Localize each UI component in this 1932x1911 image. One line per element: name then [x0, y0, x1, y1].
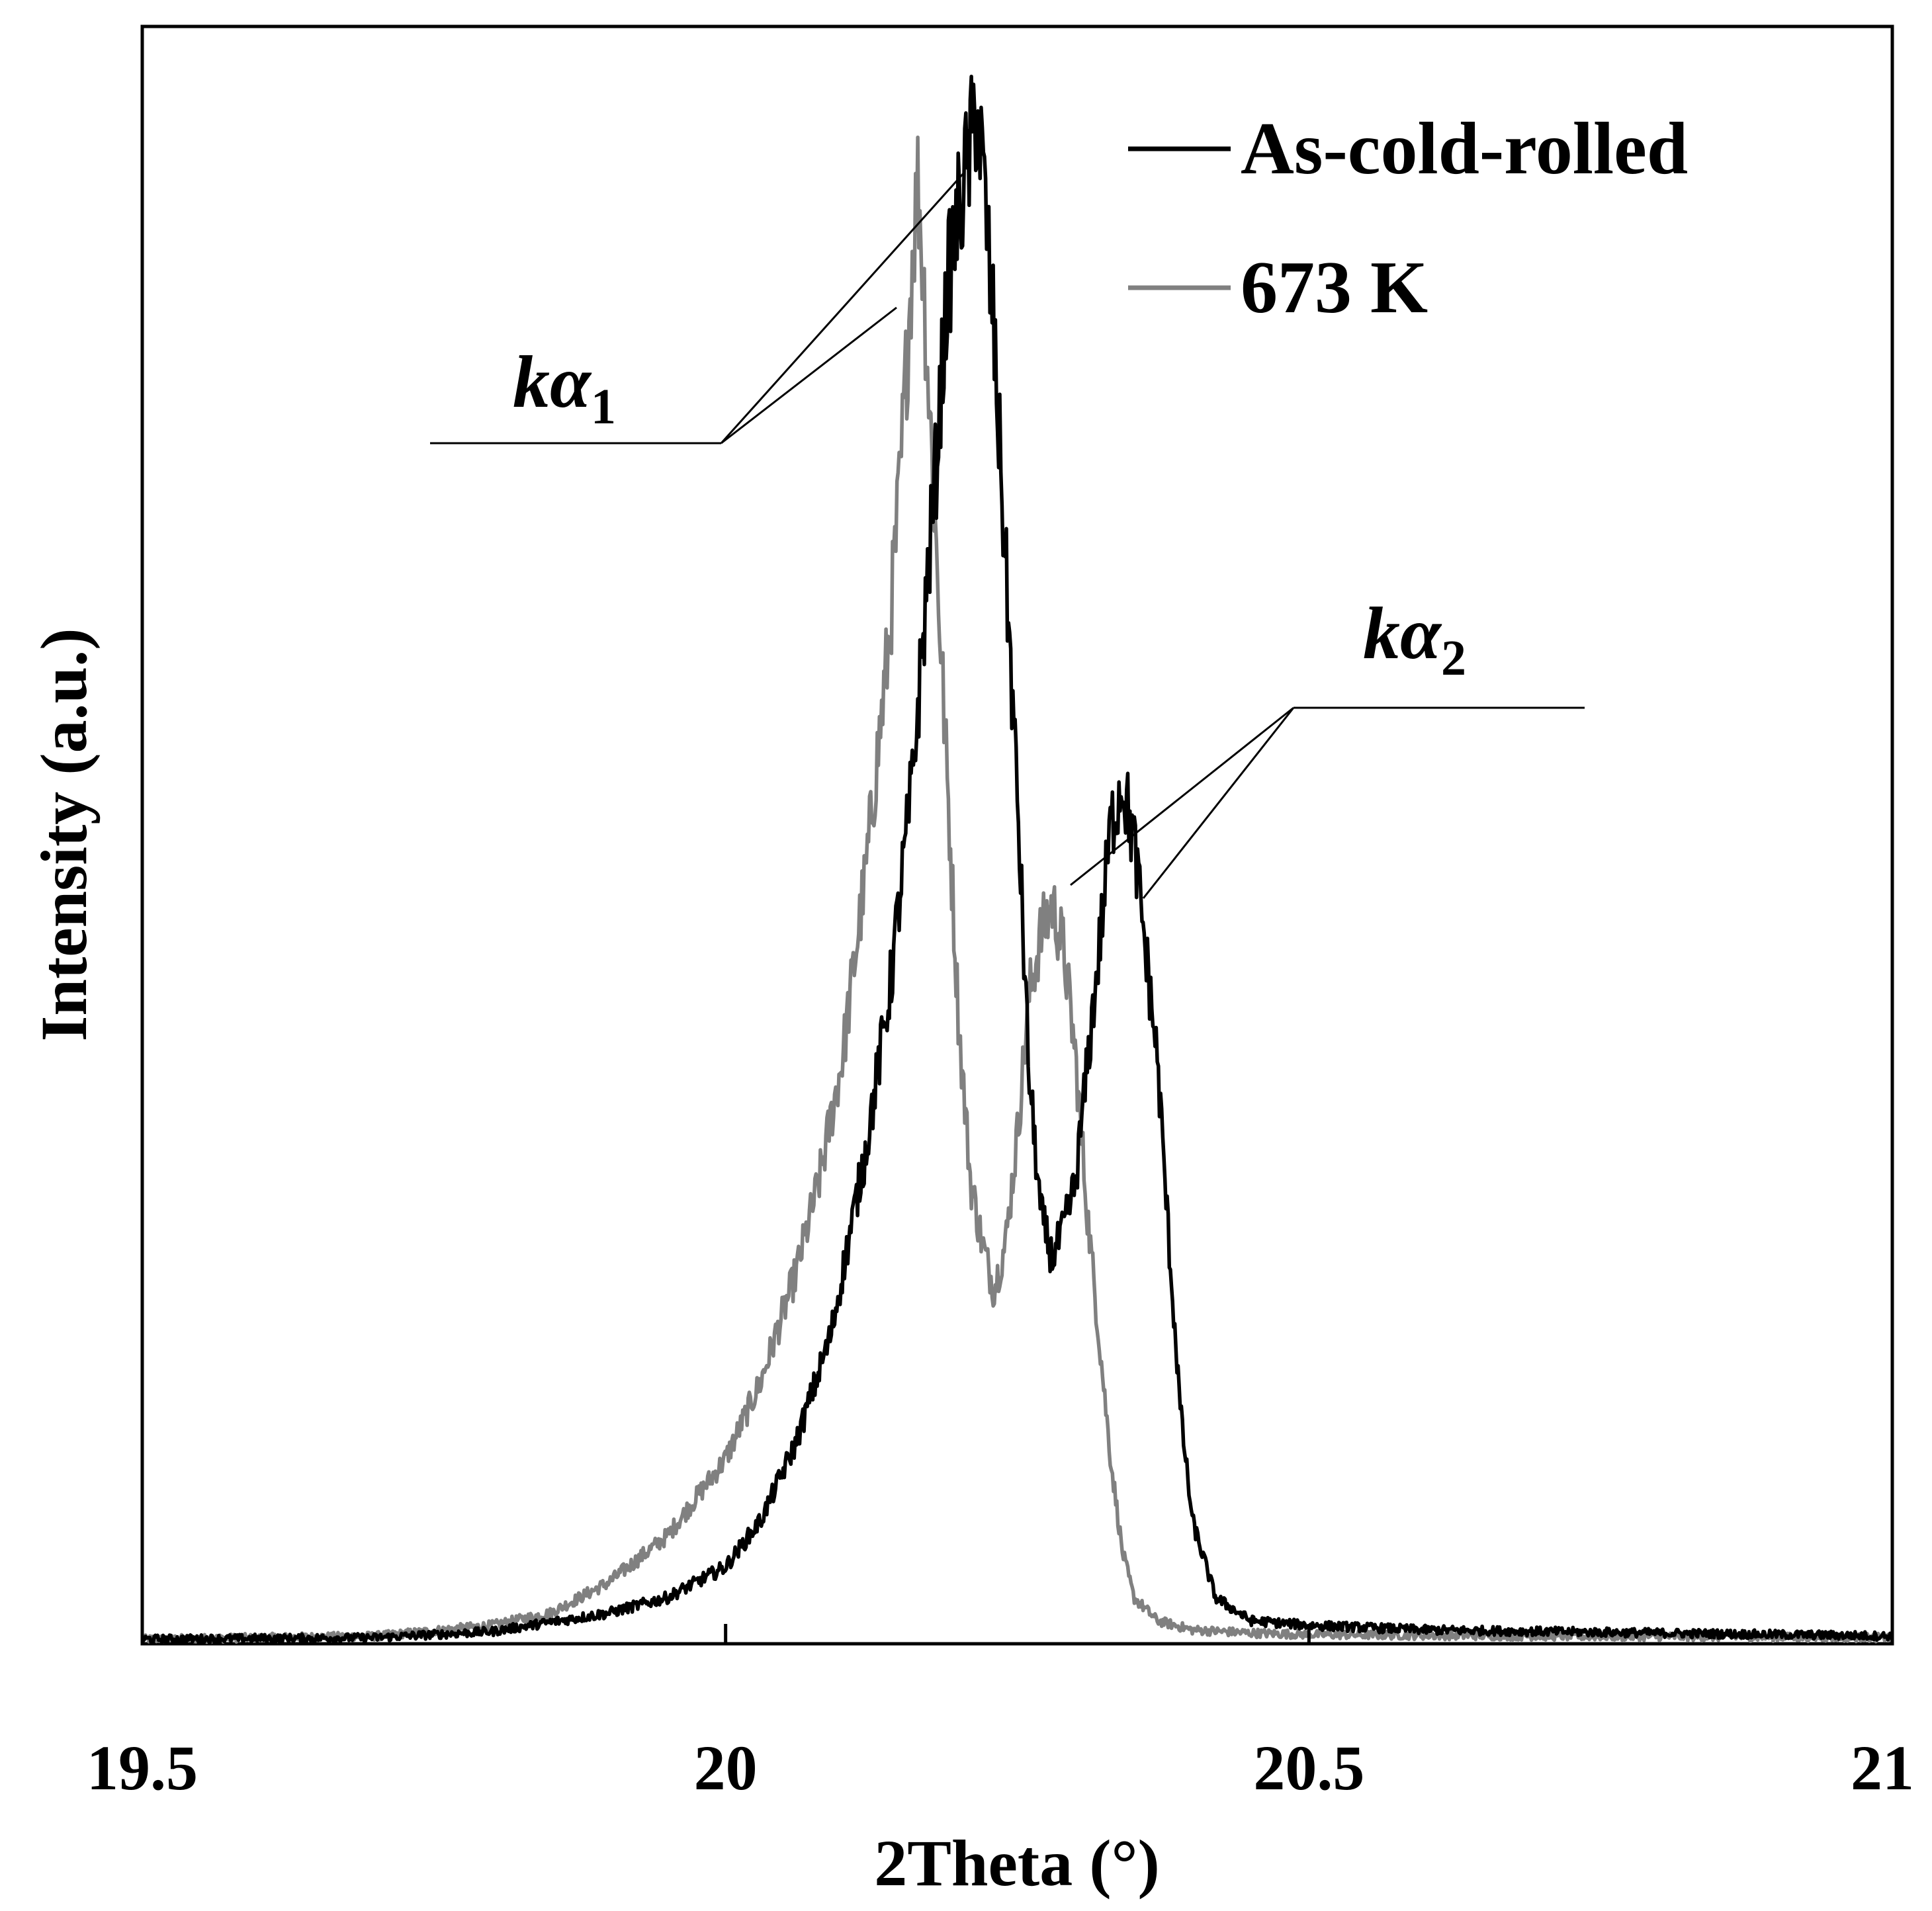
legend-label-673k: 673 K	[1241, 247, 1428, 329]
series-layer	[140, 74, 1894, 1645]
annotation-ka1-label: kα1	[513, 341, 616, 435]
annotation-layer	[430, 171, 1585, 899]
x-tick-label: 21	[1851, 1732, 1914, 1803]
annotation-ka2-leader	[1070, 706, 1294, 886]
series-line-673k	[140, 135, 1894, 1644]
annotation-ka2-subscript: 2	[1441, 630, 1466, 686]
y-axis-label: Intensity (a.u.)	[27, 628, 101, 1041]
x-tick-label: 19.5	[87, 1732, 198, 1803]
annotation-ka1-subscript: 1	[591, 379, 616, 435]
annotation-ka2-text: kα	[1363, 593, 1442, 675]
annotation-ka1-leader	[721, 306, 897, 445]
plot-frame	[140, 24, 1894, 1646]
annotation-ka1-text: kα	[513, 341, 592, 423]
x-axis-ticks: 19.5 20 20.5 21	[87, 1624, 1914, 1803]
x-tick-label: 20	[694, 1732, 758, 1803]
x-axis-label: 2Theta (°)	[874, 1826, 1160, 1900]
annotation-ka1-leader	[720, 171, 966, 445]
x-tick-label: 20.5	[1253, 1732, 1364, 1803]
legend-label-as-cold-rolled: As-cold-rolled	[1241, 108, 1688, 190]
series-line-as-cold-rolled	[140, 74, 1894, 1645]
annotation-ka2-leader	[1142, 707, 1295, 899]
legend: As-cold-rolled 673 K	[1128, 108, 1688, 329]
annotation-ka2-label: kα2	[1363, 593, 1466, 686]
